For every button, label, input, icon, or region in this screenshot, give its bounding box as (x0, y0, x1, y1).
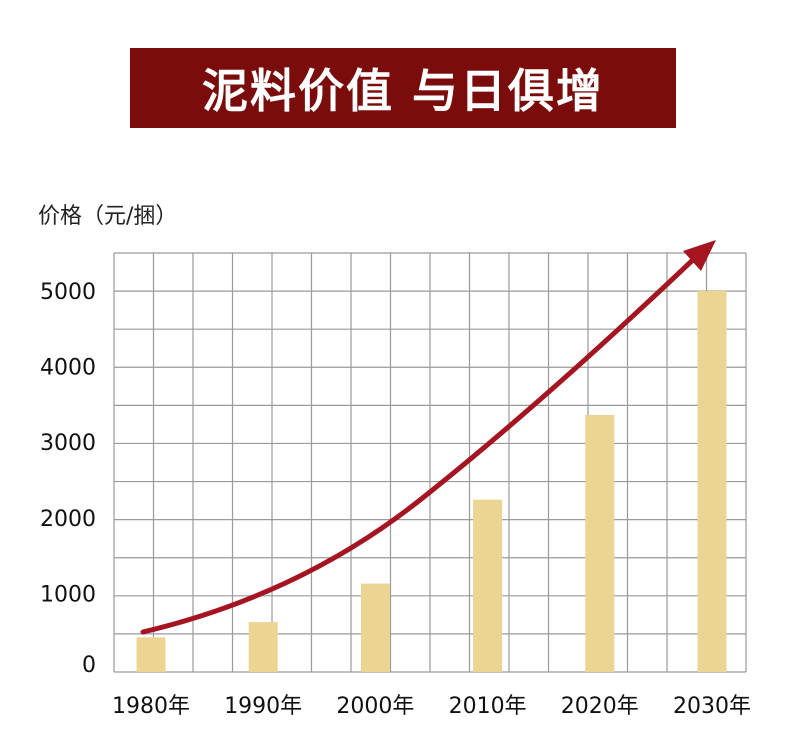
x-tick-label: 1980年 (112, 694, 190, 719)
y-tick-label: 3000 (40, 431, 96, 456)
x-tick-label: 1990年 (224, 694, 302, 719)
trend-arrow-head (683, 240, 716, 271)
bar (248, 622, 278, 672)
title-banner: 泥料价值 与日俱增 (130, 48, 676, 128)
chart-title: 泥料价值 与日俱增 (201, 64, 604, 118)
x-tick-label: 2030年 (673, 694, 751, 719)
y-tick-label: 5000 (40, 280, 96, 305)
x-tick-label: 2000年 (336, 694, 414, 719)
y-tick-label: 4000 (40, 356, 96, 381)
x-tick-label: 2020年 (561, 694, 639, 719)
bar (360, 583, 390, 672)
bar (697, 291, 727, 672)
x-tick-label: 2010年 (449, 694, 527, 719)
bar (585, 414, 615, 672)
y-tick-label: 2000 (40, 507, 96, 532)
y-tick-label: 1000 (40, 582, 96, 607)
y-axis-label: 价格（元/捆） (38, 204, 178, 229)
bar (136, 637, 166, 672)
y-tick-label: 0 (82, 653, 96, 678)
trend-arrow-curve (140, 252, 701, 635)
bar (473, 499, 503, 672)
